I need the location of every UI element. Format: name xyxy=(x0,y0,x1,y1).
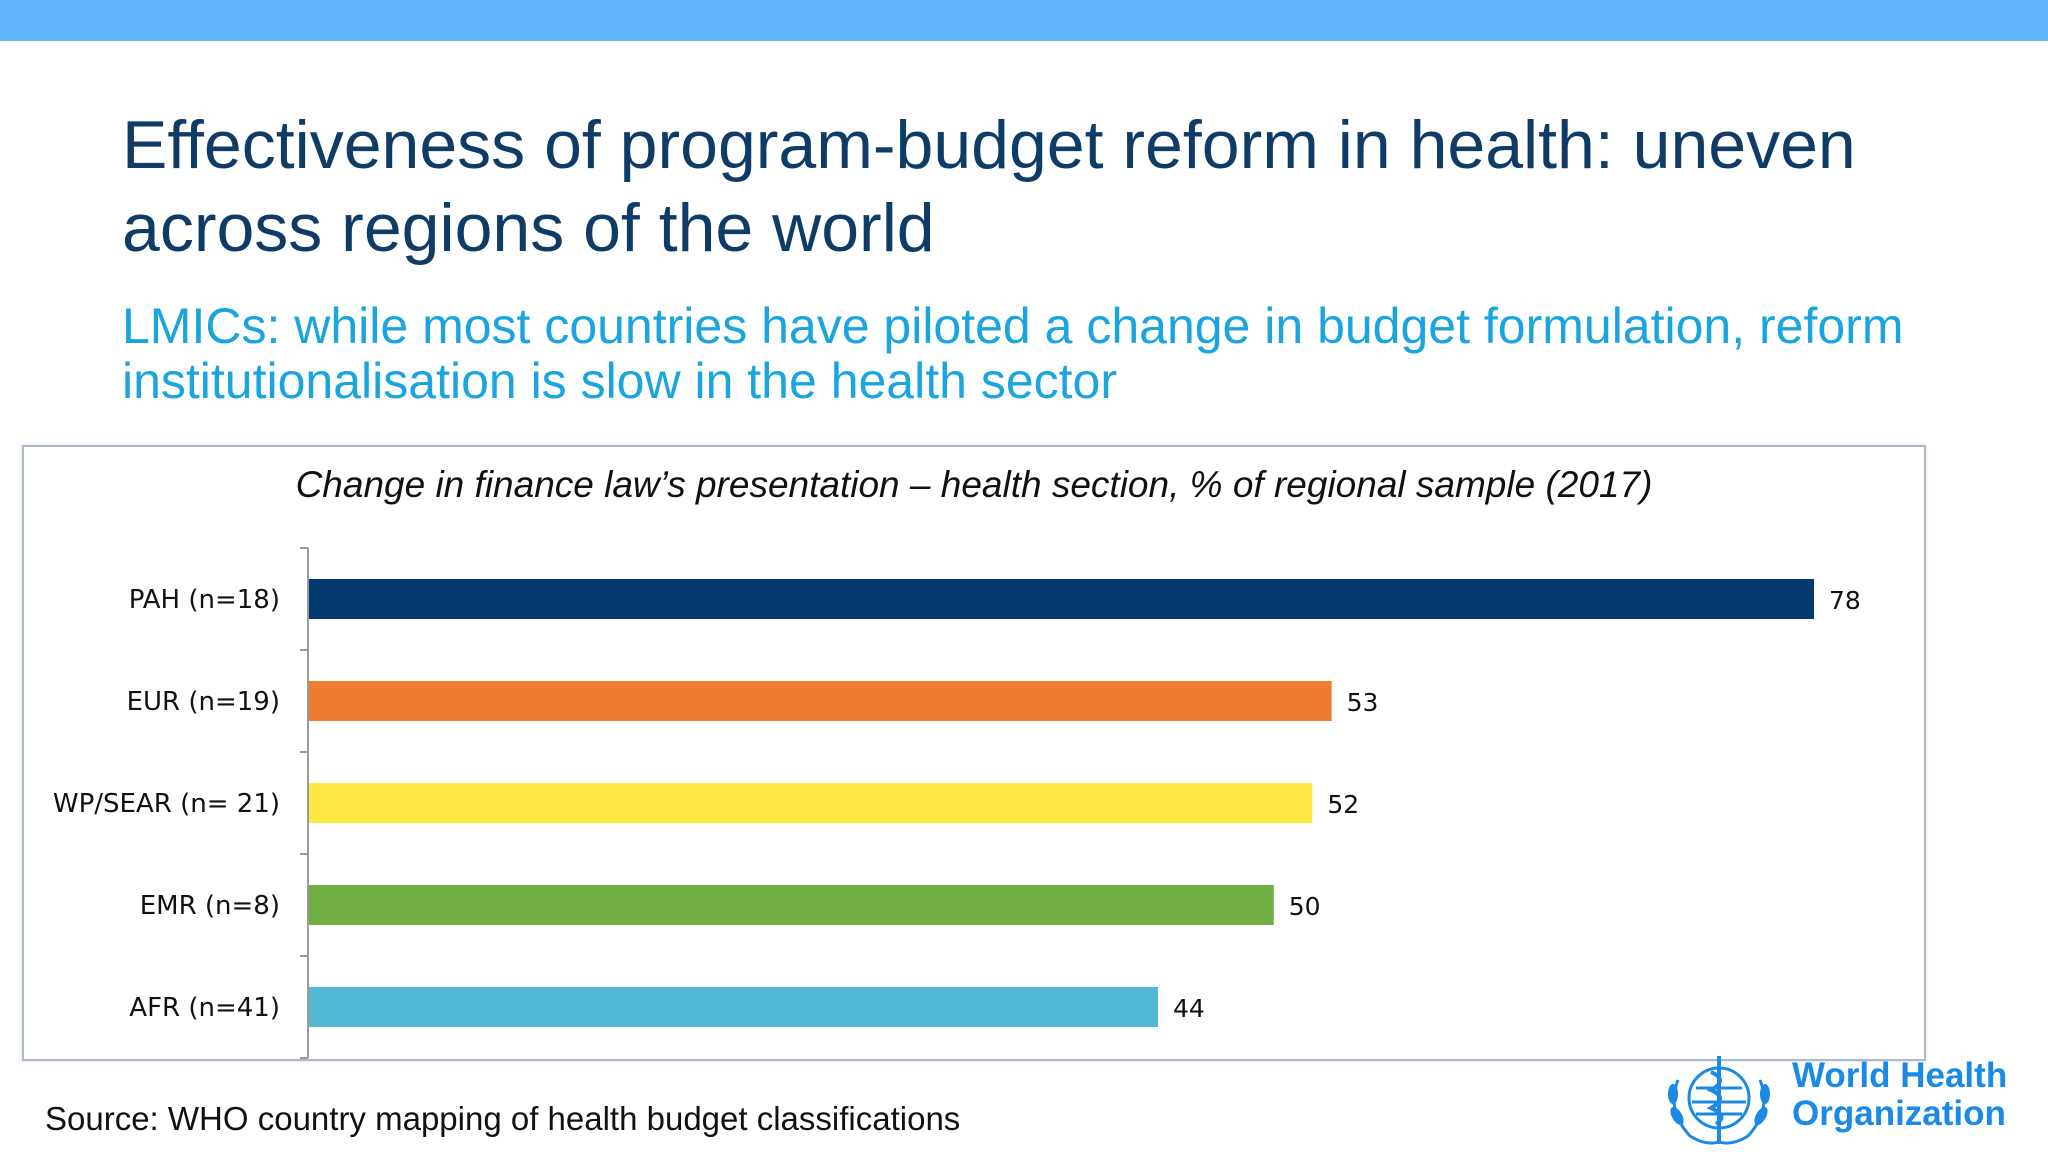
bar xyxy=(309,885,1274,925)
organization-name: World Health Organization xyxy=(1792,1057,2007,1133)
bar xyxy=(309,579,1814,619)
category-label: PAH (n=18) xyxy=(129,585,280,615)
chart-title: Change in finance law’s presentation – h… xyxy=(295,464,1653,505)
category-label: WP/SEAR (n= 21) xyxy=(53,789,280,819)
data-label: 78 xyxy=(1829,586,1861,615)
category-label: AFR (n=41) xyxy=(129,993,280,1023)
category-label: EMR (n=8) xyxy=(140,891,280,921)
data-label: 44 xyxy=(1173,994,1205,1023)
organization-name-line-2: Organization xyxy=(1792,1094,2006,1133)
category-label: EUR (n=19) xyxy=(127,687,280,717)
organization-name-line-1: World Health xyxy=(1792,1056,2008,1095)
slide-title: Effectiveness of program-budget reform i… xyxy=(122,107,1856,266)
slide-subtitle: LMICs: while most countries have piloted… xyxy=(122,298,1904,409)
who-emblem-icon xyxy=(1668,1056,1770,1145)
bar xyxy=(309,681,1332,721)
data-label: 53 xyxy=(1347,688,1379,717)
chart-frame xyxy=(22,445,1926,1061)
source-note: Source: WHO country mapping of health bu… xyxy=(45,1100,961,1137)
bar xyxy=(309,783,1313,823)
bar xyxy=(309,987,1158,1027)
data-label: 50 xyxy=(1289,892,1321,921)
top-accent-bar xyxy=(0,0,2048,41)
data-label: 52 xyxy=(1327,790,1359,819)
